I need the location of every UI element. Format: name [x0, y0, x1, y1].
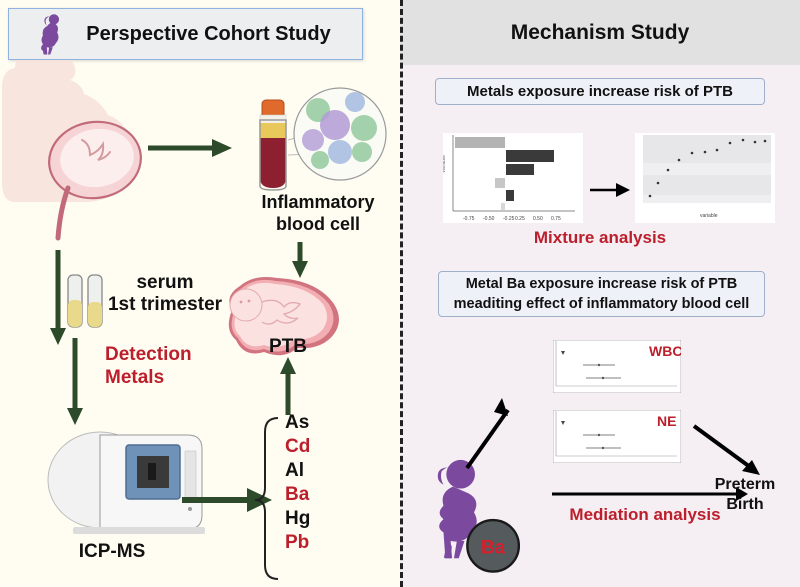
svg-text:WBC: WBC [649, 343, 681, 359]
svg-text:PTB: PTB [269, 336, 307, 357]
svg-text:Ba: Ba [285, 484, 310, 505]
svg-text:serum: serum [136, 272, 193, 293]
svg-text:Hg: Hg [285, 508, 310, 529]
svg-text:blood cell: blood cell [276, 214, 360, 234]
svg-text:-0.25: -0.25 [503, 216, 515, 222]
svg-text:Metals: Metals [105, 367, 164, 388]
svg-text:Pb: Pb [285, 532, 309, 553]
svg-text:0.25: 0.25 [515, 216, 525, 222]
svg-text:Inflammatory: Inflammatory [261, 192, 374, 212]
svg-text:Al: Al [285, 460, 304, 481]
svg-text:-0.50: -0.50 [483, 216, 495, 222]
svg-text:Detection: Detection [105, 344, 192, 365]
svg-text:Ba: Ba [481, 537, 506, 558]
svg-text:Variable: Variable [443, 155, 447, 173]
svg-text:ICP-MS: ICP-MS [79, 541, 146, 562]
svg-text:0.50: 0.50 [533, 216, 543, 222]
svg-text:-0.75: -0.75 [463, 216, 475, 222]
svg-text:NE: NE [657, 413, 676, 429]
svg-text:Cd: Cd [285, 436, 310, 457]
svg-text:1st trimester: 1st trimester [108, 294, 223, 315]
svg-text:variable: variable [700, 213, 718, 219]
svg-text:As: As [285, 412, 309, 433]
svg-text:0.75: 0.75 [551, 216, 561, 222]
